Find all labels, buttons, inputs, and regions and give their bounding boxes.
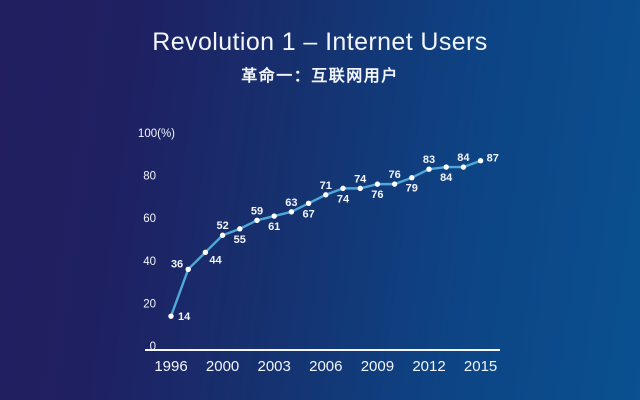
data-point-label: 71 (320, 180, 332, 192)
x-axis-tick-label: 2006 (309, 358, 342, 375)
data-point (426, 166, 432, 172)
data-point (443, 164, 449, 170)
data-point-label: 55 (234, 234, 246, 246)
y-axis-tick-label: 40 (143, 256, 156, 268)
data-point-label: 61 (268, 221, 280, 233)
data-point-label: 83 (423, 154, 435, 166)
y-axis-tick-label: 60 (143, 213, 156, 225)
y-axis-tick-label: 100(%) (138, 128, 175, 140)
data-point-label: 52 (216, 220, 228, 232)
y-axis-tick-label: 20 (143, 298, 156, 310)
data-point (237, 226, 243, 232)
data-point-label: 76 (371, 189, 383, 201)
data-point-label: 59 (251, 205, 263, 217)
data-point (374, 181, 381, 187)
data-point (391, 181, 398, 187)
x-axis-tick-label: 2012 (412, 358, 445, 375)
data-point-label: 87 (487, 153, 499, 165)
chart-title: Revolution 1 – Internet Users (152, 28, 488, 56)
data-point-label: 67 (302, 208, 314, 220)
data-point-label: 14 (178, 311, 191, 323)
data-point (271, 213, 277, 219)
x-axis-tick-label: 1996 (154, 358, 187, 375)
x-axis-tick-label: 2003 (258, 358, 291, 375)
data-point-label: 84 (440, 172, 453, 184)
x-axis-tick-label: 2009 (361, 358, 394, 375)
x-axis-tick-label: 2000 (206, 358, 239, 375)
data-point (323, 192, 329, 198)
data-point (219, 232, 226, 238)
data-point (185, 266, 191, 273)
data-point-label: 36 (171, 258, 183, 270)
x-axis-tick-label: 2015 (464, 358, 497, 375)
data-point (305, 200, 312, 206)
data-point (254, 217, 260, 224)
data-point-label: 79 (406, 183, 418, 195)
y-axis-tick-label: 80 (143, 171, 156, 183)
data-point (202, 249, 209, 255)
chart-subtitle-chinese: 革命一：互联网用户 (241, 68, 399, 85)
data-point (477, 157, 484, 164)
data-point (460, 164, 467, 170)
data-point-label: 44 (209, 254, 222, 266)
data-point (340, 185, 346, 192)
data-point-label: 74 (337, 193, 350, 205)
data-point (288, 209, 295, 215)
data-point (357, 185, 363, 192)
data-point-label: 63 (285, 197, 297, 209)
data-point (409, 175, 415, 181)
data-point (168, 313, 174, 319)
data-point-label: 76 (388, 169, 400, 181)
y-axis-tick-label: 0 (150, 341, 156, 353)
data-point-label: 74 (354, 173, 367, 185)
data-point-label: 84 (457, 152, 470, 164)
